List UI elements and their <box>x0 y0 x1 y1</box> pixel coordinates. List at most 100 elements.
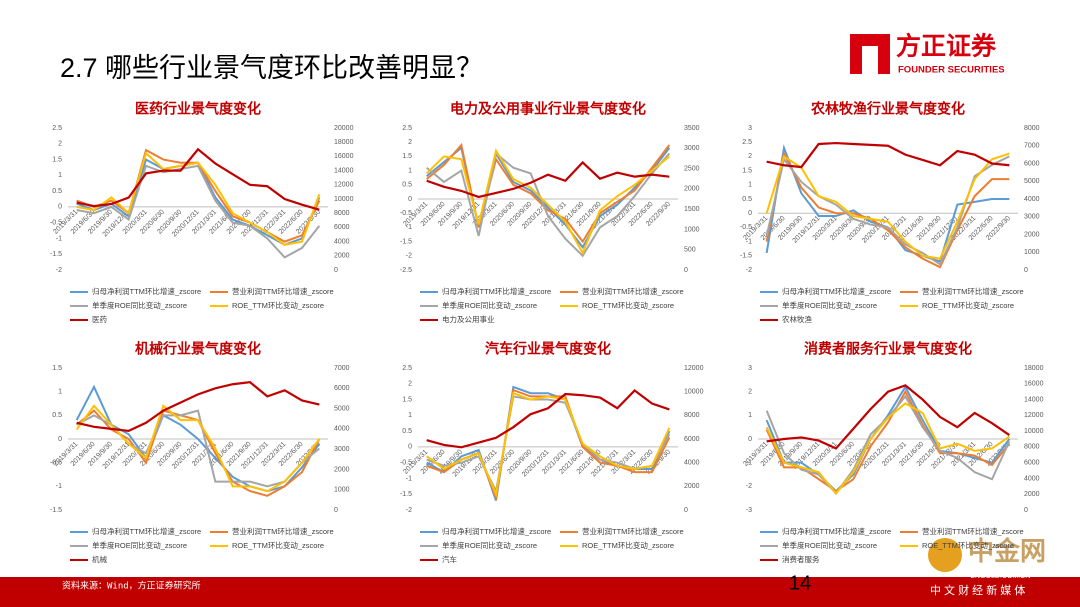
y2-tick-label: 8000 <box>684 412 700 419</box>
y2-tick-label: 3000 <box>1024 214 1040 221</box>
y-tick-label: 2 <box>748 153 752 160</box>
y-tick-label: 0.5 <box>402 182 412 189</box>
footer-bar <box>0 577 1080 607</box>
y-tick-label: 1 <box>58 389 62 396</box>
series-line <box>426 391 671 498</box>
y-tick-label: -1 <box>746 238 752 245</box>
y-tick-label: 1 <box>748 182 752 189</box>
y-tick-label: 1.5 <box>742 167 752 174</box>
y-tick-label: -2 <box>406 253 412 260</box>
series-line <box>426 385 671 501</box>
chart-title: 汽车行业景气度变化 <box>485 341 611 357</box>
y2-tick-label: 2000 <box>1024 231 1040 238</box>
legend-label: 营业利润TTM环比增速_zscore <box>922 526 1024 536</box>
series-line <box>76 164 321 259</box>
y2-tick-label: 10000 <box>1024 428 1044 435</box>
slide-title: 2.7 哪些行业景气度环比改善明显？ <box>60 53 483 83</box>
y2-tick-label: 0 <box>1024 507 1028 514</box>
legend-label: 消费者服务 <box>782 554 820 564</box>
y-tick-label: 0.5 <box>402 428 412 435</box>
legend-label: ROE_TTM环比变动_zscore <box>582 300 674 310</box>
chart-title: 机械行业景气度变化 <box>135 341 261 357</box>
y-tick-label: -2 <box>746 483 752 490</box>
series-line <box>76 381 320 433</box>
series-line <box>426 142 671 244</box>
y-tick-label: 1.5 <box>402 396 412 403</box>
watermark-url: CNGOLD.COM.CN <box>970 573 1030 580</box>
y2-tick-label: 6000 <box>1024 460 1040 467</box>
legend-label: 单季度ROE同比变动_zscore <box>442 300 537 310</box>
legend-label: 农林牧渔 <box>782 314 812 324</box>
series-line <box>765 402 1010 496</box>
legend-label: 营业利润TTM环比增速_zscore <box>232 286 334 296</box>
y-tick-label: -1 <box>56 235 62 242</box>
y-tick-label: -2.5 <box>400 267 412 274</box>
legend-label: ROE_TTM环比变动_zscore <box>582 540 674 550</box>
legend-label: 营业利润TTM环比增速_zscore <box>232 526 334 536</box>
y-tick-label: 3 <box>748 365 752 372</box>
legend-label: 电力及公用事业 <box>442 314 495 324</box>
legend-label: 单季度ROE同比变动_zscore <box>782 540 877 550</box>
y-tick-label: 2.5 <box>742 139 752 146</box>
legend-label: 归母净利润TTM环比增速_zscore <box>92 286 201 296</box>
y2-tick-label: 2000 <box>334 253 350 260</box>
y-tick-label: -1 <box>56 483 62 490</box>
y-tick-label: -1 <box>406 224 412 231</box>
logo-cut <box>862 46 878 74</box>
logo: 方正证券 FOUNDER SECURITIES <box>850 32 1005 76</box>
legend-label: 医药 <box>92 314 107 324</box>
y2-tick-label: 12000 <box>684 365 704 372</box>
y2-tick-label: 0 <box>684 507 688 514</box>
y-tick-label: 0 <box>408 196 412 203</box>
y2-tick-label: 3000 <box>334 446 350 453</box>
y-tick-label: -0.5 <box>50 220 62 227</box>
legend-label: 单季度ROE同比变动_zscore <box>92 540 187 550</box>
y-tick-label: 1.5 <box>52 365 62 372</box>
y2-tick-label: 5000 <box>334 405 350 412</box>
y-tick-label: -0.5 <box>50 460 62 467</box>
y2-tick-label: 4000 <box>1024 196 1040 203</box>
y2-tick-label: 12000 <box>1024 412 1044 419</box>
y2-tick-label: 0 <box>1024 267 1028 274</box>
y-tick-label: -1.5 <box>400 238 412 245</box>
legend-label: ROE_TTM环比变动_zscore <box>922 300 1014 310</box>
watermark-icon <box>928 538 962 572</box>
y2-tick-label: 6000 <box>1024 160 1040 167</box>
y2-tick-label: 8000 <box>334 210 350 217</box>
y2-tick-label: 7000 <box>334 365 350 372</box>
legend-label: ROE_TTM环比变动_zscore <box>232 300 324 310</box>
legend-label: 汽车 <box>442 554 457 564</box>
y-tick-label: 2 <box>748 389 752 396</box>
y-tick-label: 2.5 <box>402 125 412 132</box>
y-tick-label: -2 <box>406 507 412 514</box>
y-tick-label: -2 <box>56 267 62 274</box>
y-tick-label: 1 <box>748 412 752 419</box>
y2-tick-label: 16000 <box>334 153 354 160</box>
y2-tick-label: 2000 <box>684 483 700 490</box>
y2-tick-label: 6000 <box>334 224 350 231</box>
y-tick-label: 0.5 <box>742 196 752 203</box>
series-line <box>766 141 1010 169</box>
y2-tick-label: 20000 <box>334 125 354 132</box>
y2-tick-label: 12000 <box>334 182 354 189</box>
y-tick-label: 2.5 <box>402 365 412 372</box>
y2-tick-label: 1000 <box>1024 249 1040 256</box>
y2-tick-label: 10000 <box>684 389 704 396</box>
y-tick-label: -2 <box>746 267 752 274</box>
y2-tick-label: 4000 <box>1024 475 1040 482</box>
y-tick-label: -1.5 <box>50 507 62 514</box>
series-line <box>425 148 670 256</box>
y2-tick-label: 6000 <box>334 385 350 392</box>
y2-tick-label: 8000 <box>1024 125 1040 132</box>
legend-label: 归母净利润TTM环比增速_zscore <box>442 526 551 536</box>
y2-tick-label: 0 <box>334 507 338 514</box>
y-tick-label: -1 <box>406 475 412 482</box>
series-line <box>765 155 1010 266</box>
legend-label: 营业利润TTM环比增速_zscore <box>582 286 684 296</box>
y2-tick-label: 1000 <box>684 226 700 233</box>
y2-tick-label: 2000 <box>1024 491 1040 498</box>
y-tick-label: -0.5 <box>400 460 412 467</box>
y-tick-label: -0.5 <box>740 224 752 231</box>
series-line <box>75 404 321 493</box>
y-tick-label: 2.5 <box>52 125 62 132</box>
